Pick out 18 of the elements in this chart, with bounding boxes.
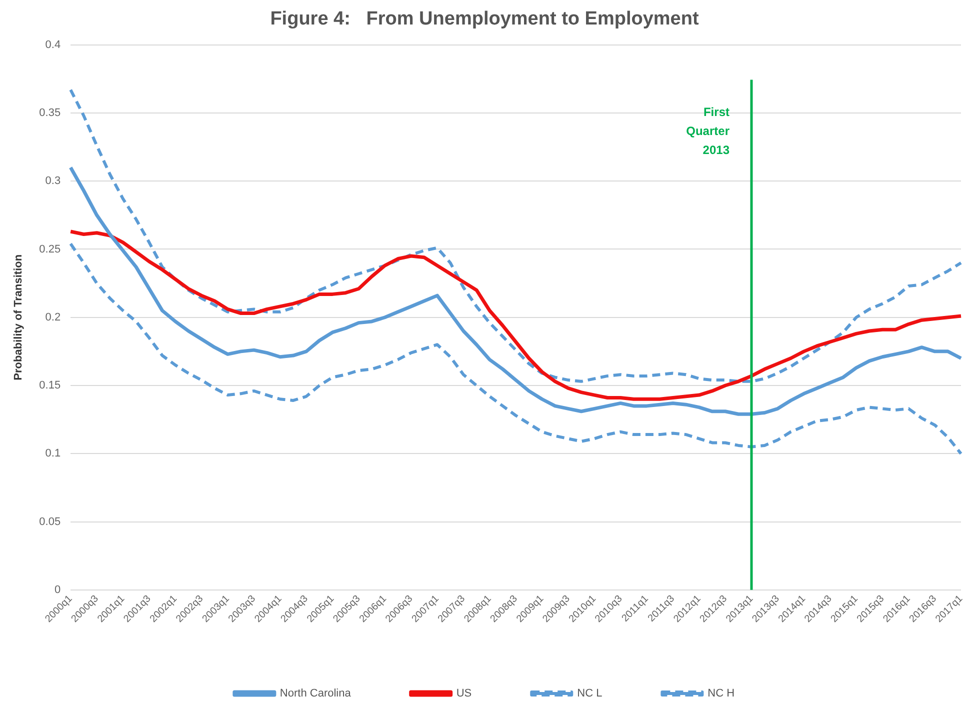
- line-series: [69, 242, 962, 456]
- y-tick-label: 0.2: [45, 311, 61, 324]
- y-tick-label: 0.15: [39, 380, 61, 392]
- chart-title: Figure 4: From Unemployment to Employment: [270, 8, 700, 30]
- y-tick-label: 0.4: [45, 38, 61, 51]
- y-tick-label: 0.1: [45, 448, 61, 460]
- y-tick-label: 0.3: [45, 175, 61, 188]
- y-tick-label: 0.25: [39, 243, 61, 256]
- legend-label: North Carolina: [280, 688, 352, 700]
- legend-label: US: [456, 688, 472, 700]
- ref-line-label: First Quarter 2013: [686, 105, 730, 158]
- y-tick-label: 0.35: [39, 106, 61, 119]
- legend-label: NC H: [708, 688, 735, 700]
- y-tick-label: 0.05: [39, 516, 61, 528]
- line-series: [69, 88, 962, 383]
- legend-label: NC L: [577, 688, 602, 700]
- y-tick-label: 0: [54, 584, 61, 596]
- y-axis-title: Probability of Transition: [12, 254, 25, 380]
